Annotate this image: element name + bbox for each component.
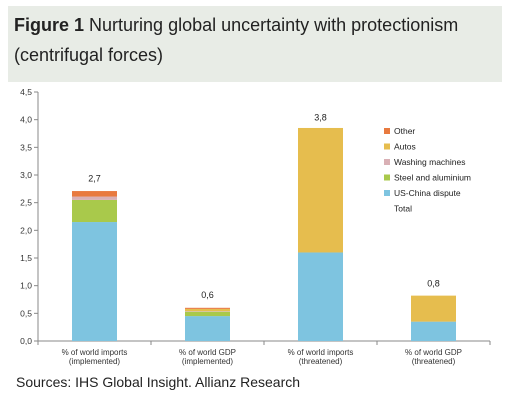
chart-subtitle: (centrifugal forces) [14, 45, 164, 65]
total-label: 3,8 [314, 113, 327, 123]
bar-segment-us-china-dispute [411, 321, 456, 341]
y-tick-label: 2,5 [20, 198, 32, 208]
total-label: 0,6 [201, 290, 214, 300]
y-tick-label: 2,0 [20, 225, 32, 235]
legend-swatch [384, 143, 390, 150]
y-tick-label: 3,5 [20, 142, 32, 152]
legend-label: US-China dispute [394, 188, 461, 198]
legend-label: Total [394, 204, 412, 214]
chart-title-text: Nurturing global uncertainty with protec… [89, 15, 459, 35]
category-label: (threatened) [299, 357, 343, 366]
bar-segment-autos [185, 308, 230, 312]
legend-label: Washing machines [394, 157, 466, 167]
total-label: 0,8 [427, 279, 440, 289]
chart-title: Figure 1 Nurturing global uncertainty wi… [14, 14, 458, 36]
legend-swatch [384, 190, 390, 196]
y-tick-label: 1,5 [20, 253, 32, 263]
category-label: % of world GDP [405, 348, 462, 357]
bar-segment-us-china-dispute [72, 222, 117, 341]
category-label: (implemented) [182, 357, 233, 366]
y-tick-label: 4,0 [20, 115, 32, 125]
bar-segment-us-china-dispute [298, 252, 343, 341]
bar-segment-other [72, 191, 117, 197]
bar-segment-washing-machines [72, 196, 117, 200]
legend-label: Steel and aluminium [394, 173, 471, 183]
legend-swatch [384, 159, 390, 165]
legend-label: Other [394, 126, 415, 136]
bar-segment-autos [411, 295, 456, 322]
legend-swatch [384, 128, 390, 134]
bar-segment-washing-machines [185, 311, 230, 312]
category-label: % of world GDP [179, 348, 236, 357]
legend-label: Autos [394, 142, 416, 152]
bar-segment-other [185, 307, 230, 309]
category-label: % of world imports [288, 348, 354, 357]
bar-segment-steel-and-aluminium [72, 199, 117, 223]
bar-segment-steel-and-aluminium [185, 311, 230, 317]
y-tick-label: 1,0 [20, 281, 32, 291]
y-tick-label: 0,5 [20, 308, 32, 318]
stacked-bar-chart: 0,0 0,5 1,0 1,5 2,0 2,5 3,0 3,5 4,0 4,5 2,7 % of wo… [20, 87, 491, 366]
source-note: Sources: IHS Global Insight. Allianz Res… [16, 374, 301, 390]
category-label: (implemented) [69, 357, 120, 366]
category-label: (threatened) [412, 357, 456, 366]
chart-header: Figure 1 Nurturing global uncertainty wi… [8, 6, 502, 82]
y-tick-label: 3,0 [20, 170, 32, 180]
bar-segment-us-china-dispute [185, 316, 230, 341]
bar-segment-autos [298, 127, 343, 253]
y-tick-label: 4,5 [20, 87, 32, 97]
figure-label: Figure 1 [14, 15, 85, 35]
total-label: 2,7 [88, 174, 101, 184]
legend-swatch [384, 174, 390, 181]
category-label: % of world imports [62, 348, 128, 357]
y-tick-label: 0,0 [20, 336, 32, 346]
